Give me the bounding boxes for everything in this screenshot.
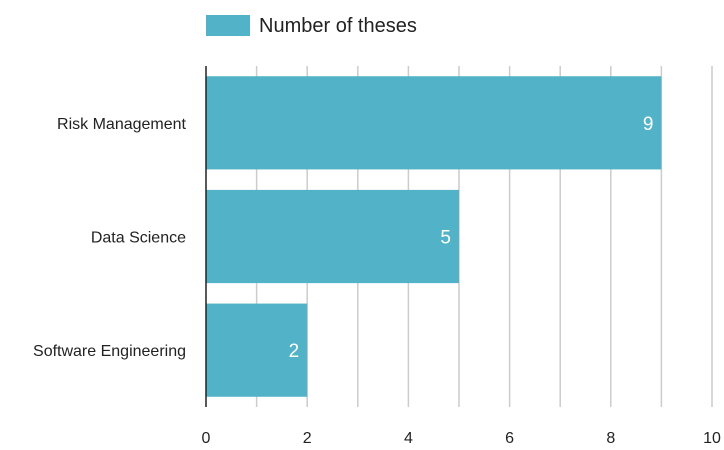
x-tick-label: 0 [202,430,211,447]
x-tick-label: 4 [404,430,413,447]
legend: Number of theses [206,15,417,37]
bar [206,189,459,284]
bar [206,303,308,397]
category-label: Software Engineering [33,343,186,360]
legend-label: Number of theses [259,15,417,37]
bar [206,76,662,170]
data-labels: 9 5 2 [289,114,654,362]
category-label: Risk Management [57,116,187,133]
legend-swatch [206,15,250,36]
x-tick-label: 10 [703,430,721,447]
x-tick-label: 8 [606,430,615,447]
x-tick-label: 2 [303,430,312,447]
data-label: 9 [643,114,654,135]
bars [206,76,662,397]
x-tick-label: 6 [505,430,514,447]
data-label: 2 [289,341,300,362]
y-axis-category-labels: Risk Management Data Science Software Engi… [33,116,187,360]
x-axis-tick-labels: 0 2 4 6 8 10 [202,430,721,447]
data-label: 5 [440,228,451,249]
category-label: Data Science [91,230,186,247]
